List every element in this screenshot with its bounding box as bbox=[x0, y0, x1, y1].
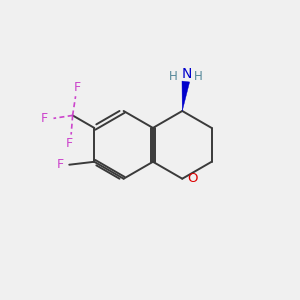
Text: H: H bbox=[169, 70, 178, 83]
Text: F: F bbox=[57, 158, 64, 171]
Text: N: N bbox=[182, 67, 193, 81]
Polygon shape bbox=[182, 81, 190, 111]
Text: H: H bbox=[194, 70, 203, 83]
Text: O: O bbox=[188, 172, 198, 185]
Text: F: F bbox=[74, 81, 81, 94]
Text: F: F bbox=[41, 112, 48, 125]
Text: F: F bbox=[66, 137, 73, 150]
